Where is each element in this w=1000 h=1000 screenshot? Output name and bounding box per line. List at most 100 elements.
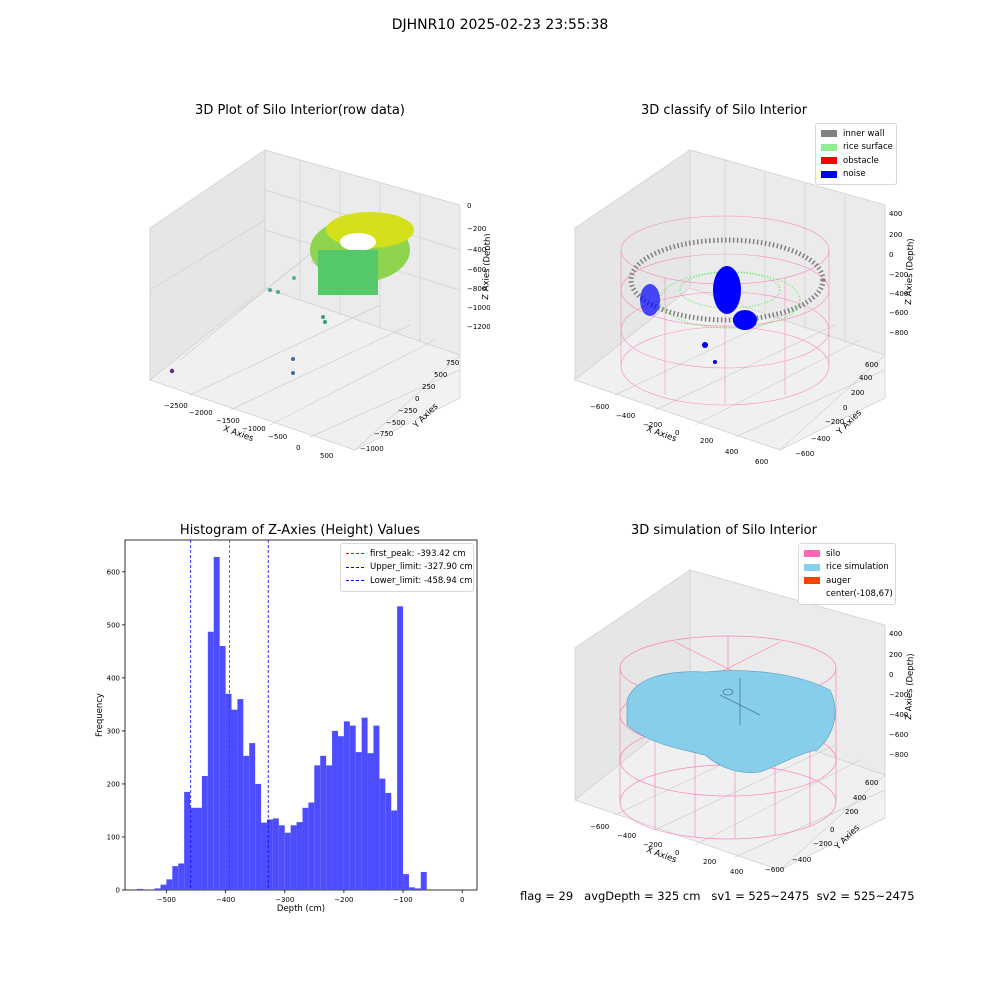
raw-z-tick: −600	[467, 266, 486, 274]
raw-y-tick: −500	[386, 419, 405, 427]
center-swatch	[804, 591, 820, 598]
classify-legend: inner wall rice surface obstacle noise	[815, 123, 897, 185]
simulation-3d-plot: −600 −400 −200 0 200 400 −600 −400 −200 …	[574, 569, 915, 876]
legend-label: auger	[826, 575, 851, 586]
simulation-y-tick: 400	[853, 794, 866, 802]
histogram-bar	[249, 743, 256, 890]
histogram-chart: −500 −400 −300 −200 −100 0 0 100 200 300 400 500 60…	[95, 539, 478, 914]
classify-z-axis-label: Z Axies (Depth)	[904, 238, 915, 305]
legend-entry-center: center(-108,67)	[804, 588, 893, 602]
raw-outlier	[276, 290, 280, 294]
simulation-y-tick: 200	[845, 808, 858, 816]
histogram-y-axis-label: Frequency	[95, 693, 105, 737]
histogram-bar	[195, 807, 202, 890]
histogram-bar	[355, 752, 362, 890]
simulation-x-tick: −200	[643, 841, 662, 849]
histogram-bar	[255, 783, 262, 890]
histogram-bar	[154, 888, 161, 890]
histogram-bar	[379, 778, 386, 890]
simulation-z-tick: −800	[889, 751, 908, 759]
histogram-bar	[302, 807, 309, 890]
legend-label: Lower_limit: -458.94 cm	[370, 575, 473, 586]
classify-noise	[640, 266, 757, 364]
raw-x-tick: −2000	[189, 409, 213, 417]
legend-entry-lower-limit: Lower_limit: -458.94 cm	[346, 574, 472, 588]
classify-z-tick: −600	[889, 309, 908, 317]
y-tick-label: 100	[107, 833, 120, 841]
histogram-bar	[296, 822, 303, 890]
y-tick-label: 200	[107, 780, 120, 788]
first-peak-line-swatch	[346, 553, 364, 555]
simulation-z-tick: −200	[889, 691, 908, 699]
legend-label: inner wall	[843, 128, 885, 139]
obstacle-swatch	[821, 157, 837, 165]
histogram-bar	[160, 884, 167, 890]
classify-z-tick: −200	[889, 271, 908, 279]
raw-y-tick: 250	[422, 383, 435, 391]
histogram-bar	[172, 866, 179, 890]
histogram-bar	[385, 792, 392, 890]
legend-label: rice simulation	[826, 562, 889, 573]
histogram-bar	[332, 730, 338, 890]
histogram-legend: first_peak: -393.42 cm Upper_limit: -327…	[340, 543, 474, 592]
legend-entry-silo: silo	[804, 547, 890, 561]
histogram-bar	[373, 725, 380, 890]
histogram-title: Histogram of Z-Axies (Height) Values	[179, 523, 421, 538]
raw-point-cloud	[169, 212, 414, 375]
legend-entry-obstacle: obstacle	[821, 154, 891, 168]
histogram-bar	[237, 699, 244, 890]
histogram-bar	[420, 871, 427, 890]
x-tick-label: −100	[393, 896, 412, 904]
figure-title: DJHNR10 2025-02-23 23:55:38	[391, 17, 609, 33]
legend-entry-rice-surface: rice surface	[821, 141, 893, 155]
histogram-bars	[136, 556, 427, 890]
histogram-bar	[391, 810, 398, 890]
histogram-bar	[403, 874, 409, 890]
y-tick-label: 400	[107, 674, 120, 682]
x-tick-label: −300	[275, 896, 294, 904]
sv1-value: sv1 = 525~2475	[711, 889, 810, 903]
sv2-value: sv2 = 525~2475	[816, 889, 915, 903]
raw-z-tick: 0	[467, 202, 471, 210]
status-footer: flag = 29 avgDepth = 325 cm sv1 = 525~24…	[520, 889, 915, 903]
raw-y-tick: 500	[434, 371, 447, 379]
classify-y-tick: 400	[859, 374, 872, 382]
legend-entry-auger: auger	[804, 574, 890, 588]
raw-z-axis-label: Z Axies (Depth)	[481, 233, 490, 300]
simulation-auger	[719, 678, 761, 725]
raw-outlier	[291, 371, 295, 375]
noise-swatch	[821, 170, 837, 178]
raw-y-tick: −250	[398, 407, 417, 415]
raw-y-tick: −750	[374, 430, 393, 438]
classify-inner-wall	[628, 237, 826, 323]
raw-x-tick: −2500	[164, 402, 188, 410]
histogram-bar	[178, 863, 185, 890]
classify-y-tick: −600	[795, 450, 814, 458]
silo-swatch	[804, 550, 820, 558]
classify-x-tick: 200	[700, 437, 713, 445]
histogram-bar	[414, 888, 421, 890]
histogram-bar	[361, 717, 368, 890]
simulation-z-axis-label: Z Axies (Depth)	[904, 653, 915, 720]
legend-label: noise	[843, 169, 866, 180]
raw-cloud-lower	[318, 250, 378, 295]
classify-y-tick: 0	[843, 404, 847, 412]
legend-entry-first-peak: first_peak: -393.42 cm	[346, 547, 468, 561]
simulation-x-tick: −400	[617, 832, 636, 840]
classify-z-tick: 0	[889, 251, 893, 259]
raw-outlier	[268, 288, 272, 292]
raw-outlier	[291, 357, 295, 361]
simulation-x-tick: 0	[675, 849, 679, 857]
simulation-rice-surface	[626, 670, 836, 773]
avg-depth-value: avgDepth = 325 cm	[584, 889, 701, 903]
legend-label: first_peak: -393.42 cm	[370, 548, 466, 559]
raw-y-tick: 0	[415, 395, 419, 403]
raw-z-tick: −400	[467, 246, 486, 254]
histogram-bar	[320, 755, 327, 890]
classify-x-tick: 0	[675, 429, 679, 437]
legend-label: rice surface	[843, 142, 893, 153]
simulation-y-tick: 0	[830, 826, 834, 834]
histogram-bar	[278, 825, 285, 890]
raw-cloud-hole	[340, 233, 376, 251]
inner-wall-swatch	[821, 130, 837, 138]
